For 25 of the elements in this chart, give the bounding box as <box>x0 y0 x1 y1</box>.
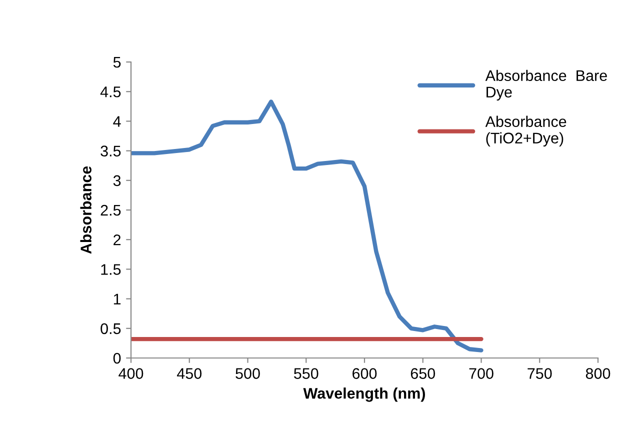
y-tick-label: 5 <box>113 57 121 68</box>
y-tick-label: 0 <box>113 352 121 364</box>
y-axis-title: Absorbance <box>80 166 92 254</box>
y-tick-label: 3.5 <box>100 146 121 156</box>
x-tick-label: 600 <box>352 368 377 379</box>
y-tick-label: 4 <box>113 116 121 127</box>
legend-label: Absorbance Bare Dye <box>485 70 607 101</box>
x-tick-label: 800 <box>586 368 610 379</box>
y-tick-label: 1 <box>114 294 121 304</box>
x-tick-label: 400 <box>118 368 144 379</box>
line-series <box>131 100 484 352</box>
x-tick-label: 750 <box>528 368 552 379</box>
x-tick-label: 700 <box>469 368 494 379</box>
x-axis-title: Wavelength (nm) <box>303 388 425 402</box>
x-tick-label: 550 <box>294 368 318 379</box>
x-tick-label: 450 <box>176 368 202 379</box>
x-tick-label: 500 <box>236 368 260 379</box>
y-tick-label: 3 <box>113 175 121 186</box>
y-tick-label: 1.5 <box>101 264 121 275</box>
x-tick-label: 650 <box>410 368 436 379</box>
y-tick-label: 2 <box>114 234 121 246</box>
y-tick-label: 2.5 <box>100 204 121 216</box>
legend-label: Absorbance (TiO2+Dye) <box>485 116 566 147</box>
y-tick-label: 0.5 <box>100 323 121 334</box>
y-tick-label: 4.5 <box>100 86 121 98</box>
